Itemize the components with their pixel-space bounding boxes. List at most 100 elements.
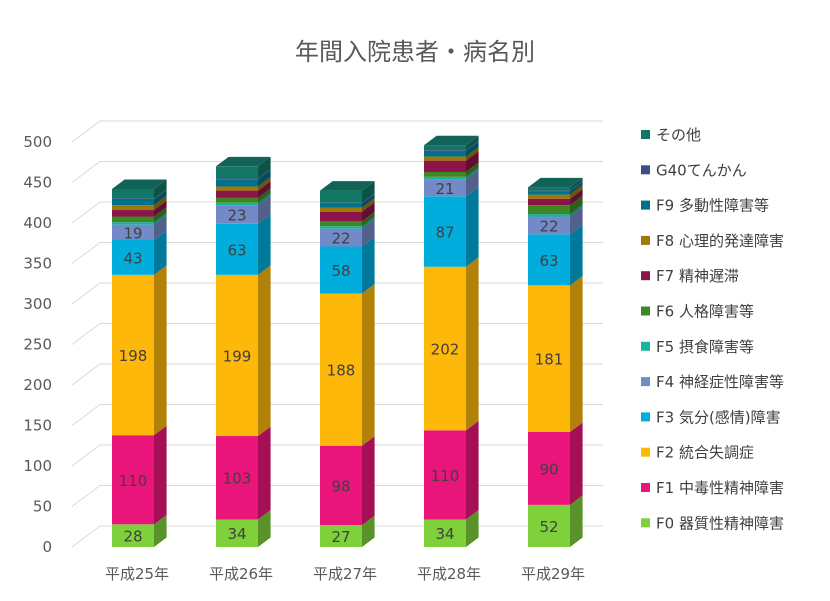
bar-side: [570, 185, 583, 199]
bar-segment: [528, 187, 570, 191]
data-label: 58: [331, 262, 350, 280]
data-label: 27: [331, 528, 350, 546]
legend-item: F8 心理的発達障害: [641, 232, 784, 250]
bar-side: [154, 425, 167, 525]
bar-segment: [320, 445, 362, 526]
bar-segment: [216, 197, 258, 203]
bar-stack: [424, 135, 479, 547]
bar-stack: [528, 177, 583, 547]
bar-side: [362, 211, 375, 227]
legend-label: F0 器質性精神障害: [656, 514, 784, 532]
bar-side: [258, 156, 271, 179]
bar-segment: [424, 150, 466, 157]
bar-segment: [528, 191, 570, 195]
bar-segment: [528, 431, 570, 505]
bar-side: [154, 514, 167, 547]
data-label: 28: [123, 528, 142, 546]
data-label: 103: [223, 470, 252, 488]
legend-label: F2 統合失調症: [656, 444, 754, 462]
bar-side: [362, 181, 375, 203]
bar-segment: [216, 190, 258, 198]
legend-swatch: [641, 271, 650, 281]
bar-side: [154, 189, 167, 200]
gridline: [71, 120, 603, 143]
legend-swatch: [641, 518, 650, 528]
data-label: 181: [535, 351, 564, 369]
legend-item: F3 気分(感情)障害: [641, 408, 781, 426]
legend-swatch: [641, 377, 650, 387]
x-tick-label: 平成27年: [313, 565, 377, 583]
data-label: 110: [431, 467, 460, 485]
bar-side: [362, 193, 375, 204]
data-label: 63: [227, 241, 246, 259]
y-tick-label: 250: [23, 336, 52, 354]
bar-side: [154, 200, 167, 217]
bar-segment: [424, 145, 466, 151]
y-tick-label: 50: [33, 498, 52, 516]
legend-item: F5 摂食障害等: [641, 338, 754, 356]
bar-side: [154, 190, 167, 206]
bar-side: [154, 195, 167, 211]
bar-side: [154, 179, 167, 199]
bar-segment: [320, 221, 362, 227]
data-label: 21: [435, 180, 454, 198]
bar-segment: [216, 519, 258, 547]
chart-title: 年間入院患者・病名別: [295, 38, 535, 66]
bar-side: [466, 169, 479, 197]
bar-side: [258, 181, 271, 198]
legend-label: G40てんかん: [656, 161, 747, 179]
bar-segment: [112, 216, 154, 223]
bar-segment: [424, 150, 466, 151]
legend-item: F1 中毒性精神障害: [641, 479, 784, 497]
bar-segment: [424, 196, 466, 267]
legend-item: F0 器質性精神障害: [641, 514, 784, 532]
bar-side: [362, 237, 375, 294]
data-label: 87: [435, 224, 454, 242]
legend-item: F9 多動性障害等: [641, 197, 769, 215]
bar-segment: [424, 176, 466, 180]
x-tick-label: 平成28年: [417, 565, 481, 583]
data-labels: 28 110 198 43 19 34 103 199 63 23 27 98 188 58 22 34 110…: [119, 180, 564, 546]
bar-side: [154, 207, 167, 223]
bar-segment: [216, 436, 258, 520]
bar-segment: [320, 293, 362, 446]
bar-segment: [216, 274, 258, 437]
bar-top: [216, 156, 271, 167]
bar-side: [466, 420, 479, 520]
y-tick-label: 500: [23, 133, 52, 151]
bar-segment: [424, 179, 466, 197]
bar-segment: [216, 166, 258, 179]
bar-segment: [424, 266, 466, 431]
data-label: 34: [435, 525, 454, 543]
bar-side: [466, 141, 479, 157]
bar-side: [570, 181, 583, 192]
bar-side: [570, 177, 583, 191]
bar-side: [570, 181, 583, 195]
legend-label: F6 人格障害等: [656, 303, 754, 321]
legend-label: F5 摂食障害等: [656, 338, 754, 356]
legend-swatch: [641, 483, 650, 492]
data-label: 23: [227, 206, 246, 224]
bar-segment: [528, 504, 570, 547]
bar-segment: [320, 211, 362, 222]
bar-side: [570, 422, 583, 505]
bar-segment: [112, 435, 154, 525]
bar-top: [424, 135, 479, 146]
data-label: 22: [539, 217, 558, 235]
bar-side: [258, 193, 271, 206]
legend-item: F6 人格障害等: [641, 303, 754, 321]
data-label: 43: [123, 249, 142, 267]
bar-side: [154, 265, 167, 436]
bar-segment: [320, 226, 362, 229]
legend-swatch: [641, 447, 650, 457]
bar-side: [570, 204, 583, 217]
bar-segment: [112, 224, 154, 241]
data-label: 19: [123, 224, 142, 242]
data-label: 199: [223, 347, 252, 365]
bar-segment: [528, 194, 570, 199]
bar-segment: [216, 202, 258, 206]
bar-side: [362, 436, 375, 526]
bar-segment: [528, 285, 570, 432]
bar-side: [258, 510, 271, 547]
bar-side: [466, 162, 479, 177]
